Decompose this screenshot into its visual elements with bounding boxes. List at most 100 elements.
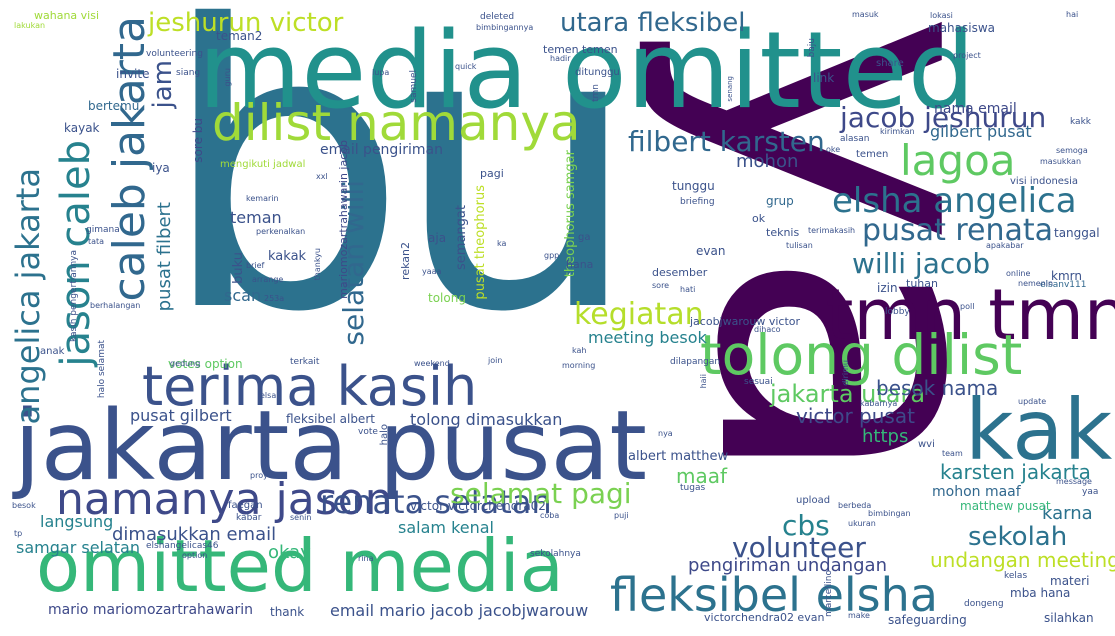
word-victor-pusat: victor pusat	[796, 404, 915, 428]
word-email-pengiriman: email pengiriman	[320, 142, 443, 158]
word-morning: morning	[562, 361, 596, 370]
word-anak: anak	[40, 346, 65, 357]
word-silahkan: silahkan	[1044, 611, 1094, 625]
word-kayak: kayak	[64, 121, 100, 135]
word-option: option	[182, 551, 208, 560]
word-kabarnya: kabarnya	[860, 399, 898, 408]
word-kah: kah	[572, 346, 587, 355]
word-haii: haii	[699, 374, 708, 389]
word-pengiriman-undangan: pengiriman undangan	[688, 555, 887, 576]
word-gedung: gedung	[170, 359, 201, 368]
word-senin: senin	[290, 513, 312, 522]
word-samgar-selatan: samgar selatan	[16, 538, 140, 557]
word-cbs: cbs	[782, 509, 830, 542]
word-jacobjwarouw-victor: jacobjwarouw victor	[690, 315, 801, 328]
word-proyek: proyek	[250, 471, 278, 480]
word-pusat-filbert: pusat filbert	[154, 202, 175, 312]
word-terima-kasih: terima kasih	[142, 355, 478, 418]
word-yaa: yaa	[1082, 487, 1099, 497]
word-dihaco: dihaco	[754, 325, 781, 334]
word-buku: buku	[231, 252, 246, 284]
word-elsanv111: elsanv111	[1040, 280, 1087, 290]
word-dimasukkan-email: dimasukkan email	[112, 524, 277, 545]
word-angelica-jakarta: angelica jakarta	[9, 168, 47, 425]
word-bertemu: bertemu	[88, 99, 140, 113]
word-sore-bu: sore bu	[191, 118, 205, 163]
word-ditunggu: ditunggu	[575, 67, 620, 78]
word-matthew-pusat: matthew pusat	[960, 499, 1051, 513]
word-message: message	[1056, 477, 1092, 486]
word-kmrn: kmrn	[1051, 269, 1082, 283]
word-grup: grup	[766, 194, 794, 208]
word-materi: materi	[1050, 574, 1090, 588]
word-deleted: deleted	[480, 12, 515, 22]
word-terimakasih: terimakasih	[808, 226, 856, 235]
word-jam: jam	[148, 60, 178, 109]
word-besok: besok	[12, 501, 36, 510]
word-sekolah: sekolah	[968, 522, 1068, 552]
word-hai: hai	[1066, 10, 1079, 19]
word-ok: ok	[752, 212, 766, 225]
word-tolong-dimasukkan: tolong dimasukkan	[410, 410, 563, 429]
word-lakukan: lakukan	[14, 21, 46, 30]
word-lupa: lupa	[372, 68, 390, 77]
word-iya: iya	[152, 161, 170, 175]
word-hana: hana	[566, 258, 594, 271]
word-bimbingan: bimbingan	[868, 509, 911, 518]
word-samuel: samuel	[409, 70, 419, 103]
word-victor-victorchendra02: victor victorchendra02	[410, 499, 546, 513]
word-elsha-angelica: elsha angelica	[832, 181, 1077, 221]
word-rina: rina	[358, 554, 374, 563]
word-meeting-besok: meeting besok	[588, 328, 707, 347]
word-faegan: faegan	[228, 500, 263, 511]
word-jakarta-pusat: jakarta pusat	[14, 390, 647, 502]
word-izin: izin	[877, 281, 898, 295]
word-lokasi: lokasi	[930, 11, 953, 20]
word-update: update	[1018, 397, 1047, 406]
word-make: make	[848, 611, 870, 620]
word-weekend: weekend	[414, 359, 450, 368]
word-kasih-pengertiannya: kasih pengertiannya	[69, 250, 79, 343]
word-aja: aja	[428, 231, 447, 245]
word-selamat-pagi: selamat pagi	[450, 477, 632, 510]
word-thankyu: thankyu	[313, 248, 322, 281]
word-brief: brief	[246, 261, 265, 270]
word-mohon-maaf: mohon maaf	[932, 484, 1021, 500]
word-willi-jacob: willi jacob	[852, 247, 991, 280]
word-https: https	[862, 426, 909, 447]
word-dirimu: dirimu	[841, 360, 850, 386]
word-mario-mariomozartrahawarin: mario mariomozartrahawarin	[48, 602, 254, 618]
word-pusat-gilbert: pusat gilbert	[130, 406, 232, 425]
word-evan: evan	[696, 244, 726, 258]
word-gpp: gpp	[544, 251, 560, 260]
word-renata-selatan: renata selatan	[320, 483, 552, 521]
word-langsung: langsung	[40, 512, 114, 531]
word-perkenalkan: perkenalkan	[256, 227, 306, 236]
word-upload: upload	[796, 495, 831, 506]
word-scan: scan	[224, 286, 262, 305]
word-temen-temen: temen temen	[543, 43, 618, 56]
word-desember: desember	[652, 266, 708, 279]
word-gimana: gimana	[86, 225, 120, 235]
word-salam-kenal: salam kenal	[398, 518, 494, 537]
word-elsa: elsa	[260, 391, 277, 400]
word-kabar: kabar	[236, 513, 262, 523]
word-volunteer: volunteer	[732, 531, 866, 564]
word-ukuran: ukuran	[848, 519, 876, 528]
word-bu: bu	[160, 0, 641, 397]
word-online: online	[1006, 269, 1031, 278]
word-siang: siang	[176, 68, 201, 78]
word-fleksibel-elsha: fleksibel elsha	[610, 568, 938, 622]
word-puji: puji	[614, 511, 629, 520]
word-jakarta-utara: jakarta utara	[770, 380, 926, 408]
word-link: link	[813, 71, 835, 85]
word-senang: senang	[726, 76, 734, 102]
word-jacob-jeshurun: jacob jeshurun	[840, 101, 1047, 134]
word-briefing: briefing	[680, 197, 715, 207]
word-yaaa: yaaa	[422, 267, 442, 276]
word-hadir: hadir	[550, 54, 571, 63]
word-semoga: semoga	[1056, 146, 1088, 155]
word-kak: kak	[965, 381, 1113, 479]
word-votes-option: votes option	[168, 357, 243, 371]
word-masuk: masuk	[852, 10, 879, 19]
